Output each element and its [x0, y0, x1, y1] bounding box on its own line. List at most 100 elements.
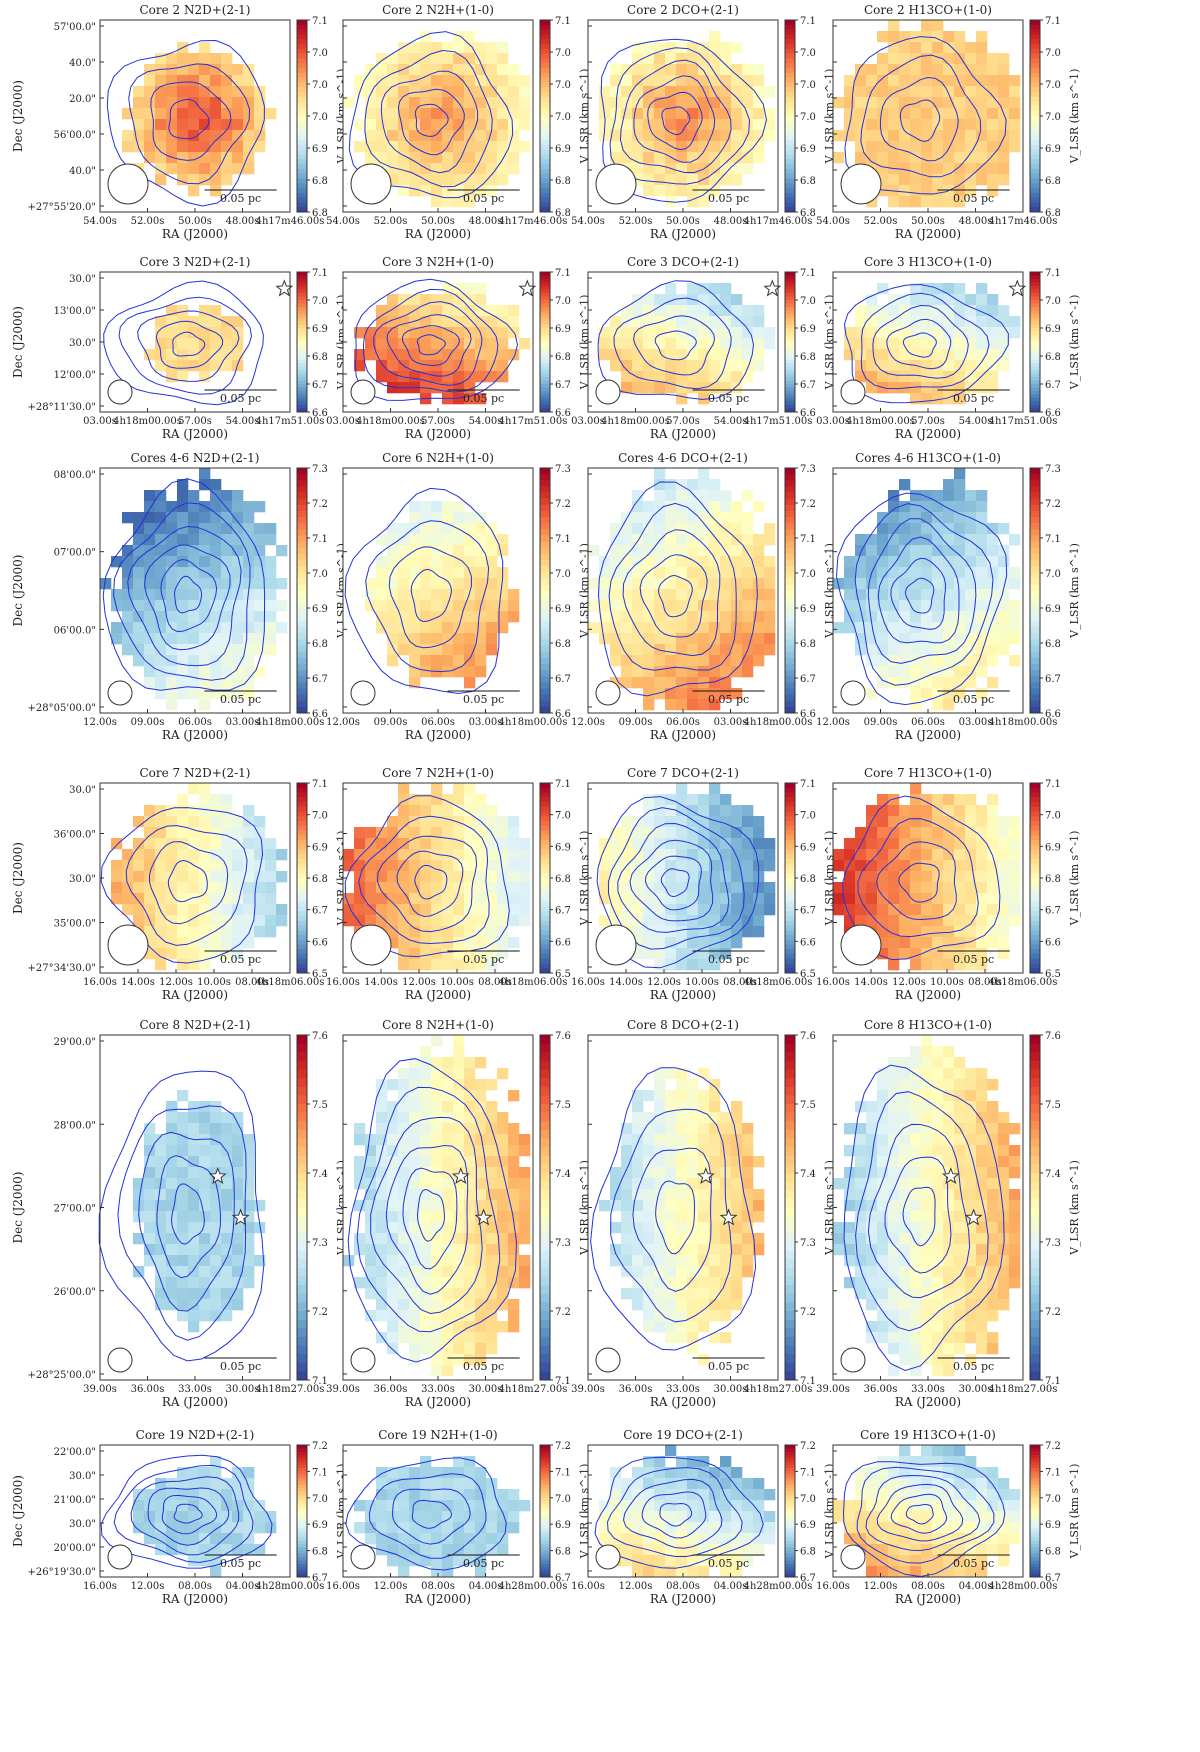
map-pixel — [210, 611, 222, 623]
map-pixel — [599, 915, 611, 927]
map-pixel — [954, 849, 966, 861]
map-pixel — [398, 108, 410, 120]
map-pixel — [453, 860, 465, 872]
map-pixel — [166, 130, 178, 142]
map-pixel — [166, 97, 178, 109]
map-pixel — [431, 534, 443, 546]
map-pixel — [354, 119, 366, 131]
map-pixel — [376, 827, 388, 839]
map-pixel — [376, 1200, 388, 1212]
map-pixel — [643, 42, 655, 54]
panel-title: Core 2 H13CO+(1-0) — [864, 3, 992, 17]
map-pixel — [610, 904, 622, 916]
map-pixel — [177, 119, 189, 131]
map-pixel — [497, 174, 509, 186]
colorbar-segment — [1030, 596, 1040, 604]
ra-tick-label: 4h18m00.00s — [846, 416, 915, 427]
map-pixel — [976, 31, 988, 43]
map-pixel — [177, 805, 189, 817]
map-pixel — [177, 97, 189, 109]
colorbar-tick-label: 6.6 — [1045, 937, 1061, 948]
map-pixel — [932, 86, 944, 98]
map-pixel — [221, 578, 233, 590]
map-pixel — [976, 688, 988, 700]
map-pixel — [508, 1233, 520, 1245]
colorbar-segment — [297, 939, 307, 945]
map-pixel — [888, 42, 900, 54]
map-pixel — [943, 860, 955, 872]
colorbar-segment — [1030, 349, 1040, 353]
map-pixel — [365, 338, 377, 350]
map-pixel — [519, 119, 531, 131]
map-pixel — [899, 655, 911, 667]
colorbar-segment — [297, 1155, 307, 1165]
map-pixel — [899, 904, 911, 916]
map-pixel — [464, 838, 476, 850]
map-pixel — [910, 926, 922, 938]
map-pixel — [1009, 893, 1021, 905]
map-pixel — [508, 86, 520, 98]
colorbar-segment — [785, 523, 795, 530]
colorbar-segment — [297, 559, 307, 567]
colorbar-tick-label: 6.8 — [800, 208, 816, 219]
map-pixel — [976, 327, 988, 339]
map-pixel — [431, 97, 443, 109]
map-pixel — [676, 64, 688, 76]
map-pixel — [221, 893, 233, 905]
map-pixel — [365, 882, 377, 894]
map-pixel — [155, 141, 167, 153]
colorbar-segment — [297, 68, 307, 74]
map-pixel — [932, 959, 944, 971]
map-pixel — [464, 349, 476, 361]
map-pixel — [265, 611, 277, 623]
map-pixel — [676, 805, 688, 817]
map-pixel — [475, 1266, 487, 1278]
colorbar-segment — [297, 130, 307, 136]
map-pixel — [420, 1134, 432, 1146]
map-pixel — [232, 937, 244, 949]
map-pixel — [486, 860, 498, 872]
map-pixel — [976, 827, 988, 839]
scale-bar-label: 0.05 pc — [220, 192, 261, 205]
map-pixel — [1009, 827, 1021, 839]
map-pixel — [742, 327, 754, 339]
colorbar-segment — [297, 63, 307, 69]
colorbar-segment — [540, 24, 550, 31]
map-pixel — [731, 152, 743, 164]
colorbar-segment — [1030, 911, 1040, 917]
colorbar-segment — [1030, 835, 1040, 841]
colorbar-tick-label: 7.0 — [1045, 569, 1061, 580]
map-pixel — [387, 926, 399, 938]
map-pixel — [866, 633, 878, 645]
map-pixel — [676, 534, 688, 546]
colorbar-segment — [1030, 106, 1040, 112]
map-pixel — [665, 622, 677, 634]
map-pixel — [475, 838, 487, 850]
map-pixel — [354, 1200, 366, 1212]
map-pixel — [698, 688, 710, 700]
map-pixel — [720, 838, 732, 850]
map-pixel — [199, 849, 211, 861]
map-pixel — [144, 556, 156, 568]
colorbar-segment — [1030, 559, 1040, 567]
map-pixel — [232, 163, 244, 175]
map-pixel — [464, 860, 476, 872]
map-pixel — [199, 545, 211, 557]
map-pixel — [731, 556, 743, 568]
colorbar-segment — [297, 331, 307, 336]
map-pixel — [698, 468, 710, 480]
colorbar-segment — [297, 608, 307, 616]
colorbar-segment — [297, 1060, 307, 1070]
map-pixel — [464, 316, 476, 328]
colorbar-segment — [785, 328, 795, 332]
map-pixel — [676, 130, 688, 142]
map-pixel — [453, 915, 465, 927]
map-pixel — [221, 644, 233, 656]
map-pixel — [519, 1266, 531, 1278]
map-pixel — [643, 523, 655, 535]
map-pixel — [177, 937, 189, 949]
map-pixel — [387, 382, 399, 394]
map-pixel — [910, 904, 922, 916]
map-pixel — [921, 141, 933, 153]
map-pixel — [698, 644, 710, 656]
